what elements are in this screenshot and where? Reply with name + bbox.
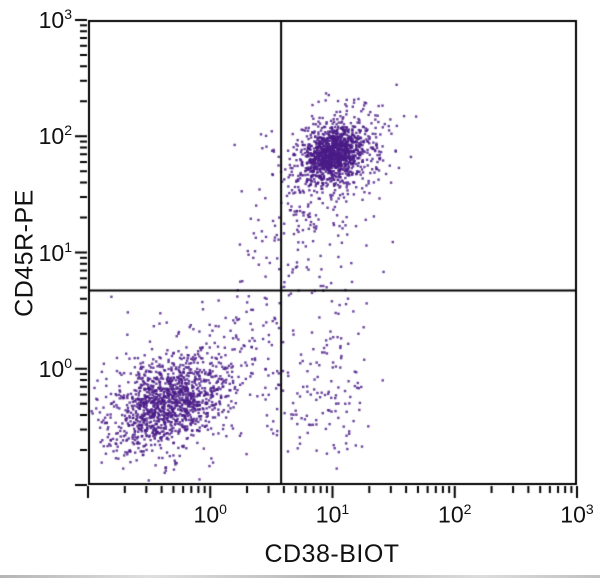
y-axis-tick-label: 101	[38, 238, 72, 266]
x-axis-title: CD38-BIOT	[264, 540, 400, 568]
scan-artifact-line	[0, 575, 600, 578]
y-axis-tick-label: 100	[38, 354, 72, 382]
x-axis-tick-label: 100	[193, 501, 227, 528]
y-axis-tick-label: 102	[38, 122, 72, 150]
x-axis-tick-label: 102	[438, 501, 472, 528]
x-axis-tick-label: 103	[560, 501, 594, 528]
x-axis-tick-label: 101	[315, 501, 350, 528]
y-axis-tick-label: 103	[38, 6, 72, 33]
